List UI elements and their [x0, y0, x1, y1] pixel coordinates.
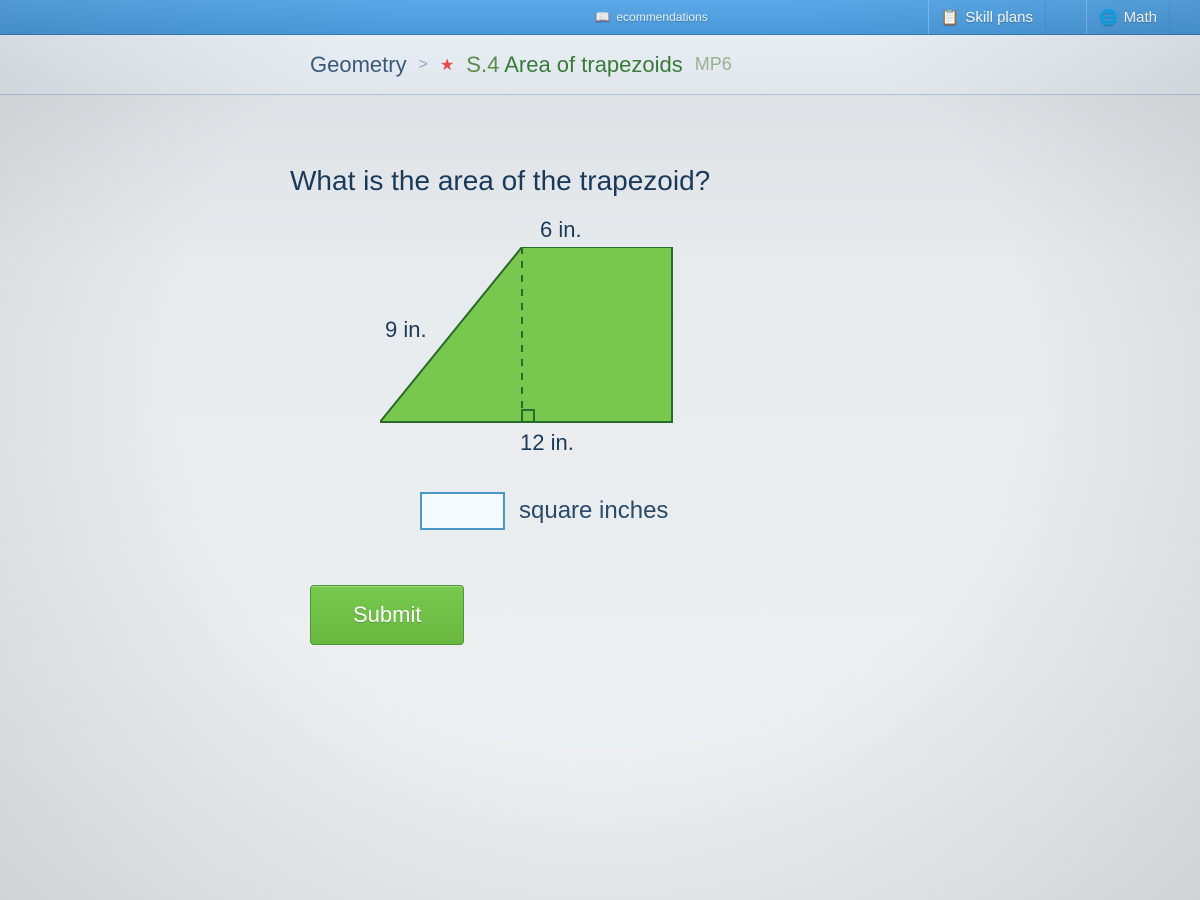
answer-unit-label: square inches [519, 497, 668, 525]
mp-tag: MP6 [695, 54, 732, 75]
nav-recommendations[interactable]: 📖 ecommendations [595, 0, 707, 34]
answer-row: square inches [420, 492, 1200, 530]
nav-recommendations-label: ecommendations [616, 10, 707, 24]
nav-math[interactable]: 🌐 Math [1086, 0, 1170, 34]
submit-button[interactable]: Submit [310, 585, 464, 645]
question-content: What is the area of the trapezoid? 6 in.… [0, 95, 1200, 645]
trapezoid-figure: 6 in. 9 in. 7 in. 12 in. [340, 222, 720, 452]
nav-skill-plans[interactable]: 📋 Skill plans [928, 0, 1046, 34]
lesson-title-text: Area of trapezoids [504, 52, 683, 77]
breadcrumb-subject[interactable]: Geometry [310, 52, 407, 78]
trapezoid-svg [380, 247, 690, 427]
answer-input[interactable] [420, 492, 505, 530]
star-icon: ★ [440, 55, 454, 75]
figure-top-base-label: 6 in. [540, 217, 582, 243]
top-nav: 📖 ecommendations 📋 Skill plans 🌐 Math [0, 0, 1200, 35]
checklist-icon: 📋 [941, 8, 960, 26]
chevron-right-icon: > [419, 56, 428, 74]
submit-button-label: Submit [353, 602, 421, 627]
book-icon: 📖 [595, 10, 610, 24]
nav-skill-plans-label: Skill plans [965, 9, 1033, 26]
breadcrumb: Geometry > ★ S.4 Area of trapezoids MP6 [0, 35, 1200, 95]
breadcrumb-lesson[interactable]: S.4 Area of trapezoids [466, 52, 682, 78]
lesson-code: S.4 [466, 52, 499, 77]
question-prompt: What is the area of the trapezoid? [290, 165, 1200, 197]
figure-bottom-base-label: 12 in. [520, 430, 574, 456]
nav-math-label: Math [1124, 9, 1157, 26]
globe-icon: 🌐 [1099, 8, 1118, 26]
